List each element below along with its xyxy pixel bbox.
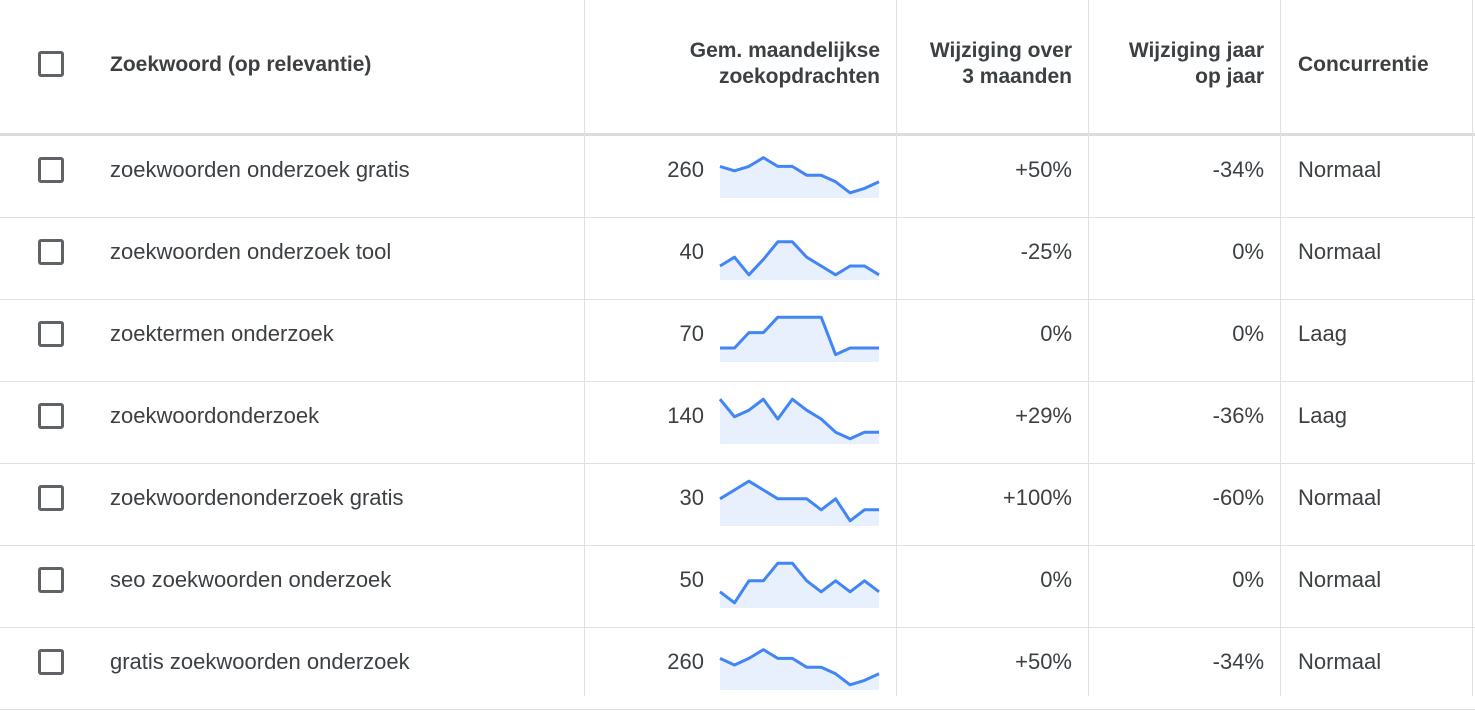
table-row[interactable]: seo zoekwoorden onderzoek 50 0% 0% Normaal <box>0 546 1475 628</box>
trend-line <box>719 240 880 277</box>
competition-value: Normaal <box>1298 485 1382 510</box>
three-month-change-value: 0% <box>1040 567 1072 592</box>
table-row[interactable]: zoekwoordenonderzoek gratis 30 +100% -60% No… <box>0 464 1475 546</box>
keyword-text: zoekwoordonderzoek <box>110 403 320 428</box>
avg-searches-value: 30 <box>679 485 704 510</box>
trend-area <box>720 317 879 362</box>
table-row[interactable]: zoekwoorden onderzoek gratis 260 +50% -34% N… <box>0 136 1475 218</box>
competition-value: Laag <box>1298 403 1347 428</box>
yoy-change-value: -36% <box>1212 403 1264 428</box>
column-divider <box>1472 0 1473 696</box>
trend-line <box>719 561 880 605</box>
table-row[interactable]: zoekwoordonderzoek 140 +29% -36% Laag <box>0 382 1475 464</box>
competition-value: Laag <box>1298 321 1347 346</box>
avg-searches-value: 50 <box>679 567 704 592</box>
column-divider <box>1088 0 1089 696</box>
competition-value: Normaal <box>1298 157 1382 182</box>
column-divider <box>584 0 585 696</box>
trend-line <box>719 648 880 687</box>
trend-area <box>720 157 879 198</box>
trend-sparkline <box>719 648 880 690</box>
row-checkbox[interactable] <box>38 239 64 265</box>
keyword-text: zoekwoorden onderzoek tool <box>110 239 392 264</box>
row-checkbox[interactable] <box>38 567 64 593</box>
trend-sparkline <box>719 479 879 526</box>
avg-searches-value: 70 <box>679 321 704 346</box>
yoy-change-value: 0% <box>1232 239 1264 264</box>
yoy-change-value: -60% <box>1212 485 1264 510</box>
column-divider <box>1280 0 1281 696</box>
header-three-month-change[interactable]: Wijziging over 3 maanden <box>929 39 1072 88</box>
header-yoy-change[interactable]: Wijziging jaar op jaar <box>1128 39 1264 88</box>
trend-line <box>720 315 879 357</box>
row-checkbox[interactable] <box>38 485 64 511</box>
keyword-text: seo zoekwoorden onderzoek <box>110 567 392 592</box>
header-competition[interactable]: Concurrentie <box>1298 53 1429 76</box>
competition-value: Normaal <box>1298 649 1382 674</box>
row-checkbox[interactable] <box>38 321 64 347</box>
table-row[interactable]: zoektermen onderzoek 70 0% 0% Laag <box>0 300 1475 382</box>
avg-searches-value: 40 <box>679 239 704 264</box>
three-month-change-value: +50% <box>1015 157 1072 182</box>
trend-sparkline <box>719 561 880 608</box>
competition-value: Normaal <box>1298 239 1382 264</box>
yoy-change-value: 0% <box>1232 567 1264 592</box>
three-month-change-value: +29% <box>1015 403 1072 428</box>
yoy-change-value: 0% <box>1232 321 1264 346</box>
three-month-change-value: +100% <box>1002 485 1072 510</box>
competition-value: Normaal <box>1298 567 1382 592</box>
trend-line <box>719 156 880 195</box>
trend-sparkline <box>719 397 879 444</box>
trend-sparkline <box>719 156 880 198</box>
header-keyword[interactable]: Zoekwoord (op relevantie) <box>110 53 372 76</box>
table-row[interactable]: zoekwoorden onderzoek tool 40 -25% 0% Normaa… <box>0 218 1475 300</box>
avg-searches-value: 260 <box>667 157 704 182</box>
three-month-change-value: -25% <box>1020 239 1072 264</box>
three-month-change-value: +50% <box>1015 649 1072 674</box>
header-avg-searches[interactable]: Gem. maandelijkse zoekopdrachten <box>689 39 880 88</box>
row-checkbox[interactable] <box>38 649 64 675</box>
trend-area <box>720 481 879 526</box>
select-all-checkbox[interactable] <box>38 51 64 77</box>
avg-searches-value: 140 <box>667 403 704 428</box>
trend-area <box>720 241 879 280</box>
yoy-change-value: -34% <box>1212 649 1264 674</box>
trend-area <box>720 563 879 608</box>
keyword-text: zoektermen onderzoek <box>110 321 334 346</box>
table-header: Zoekwoord (op relevantie) Gem. maandelij… <box>0 0 1475 136</box>
trend-area <box>720 399 879 444</box>
three-month-change-value: 0% <box>1040 321 1072 346</box>
yoy-change-value: -34% <box>1212 157 1264 182</box>
row-checkbox[interactable] <box>38 157 64 183</box>
keyword-text: zoekwoorden onderzoek gratis <box>110 157 410 182</box>
trend-line <box>719 479 879 523</box>
table-row[interactable]: gratis zoekwoorden onderzoek 260 +50% -34% N… <box>0 628 1475 710</box>
trend-area <box>720 649 879 690</box>
keyword-text: zoekwoordenonderzoek gratis <box>110 485 404 510</box>
trend-sparkline <box>719 240 880 280</box>
avg-searches-value: 260 <box>667 649 704 674</box>
column-divider <box>896 0 897 696</box>
keyword-text: gratis zoekwoorden onderzoek <box>110 649 410 674</box>
trend-sparkline <box>720 315 879 362</box>
trend-line <box>719 397 879 441</box>
row-checkbox[interactable] <box>38 403 64 429</box>
